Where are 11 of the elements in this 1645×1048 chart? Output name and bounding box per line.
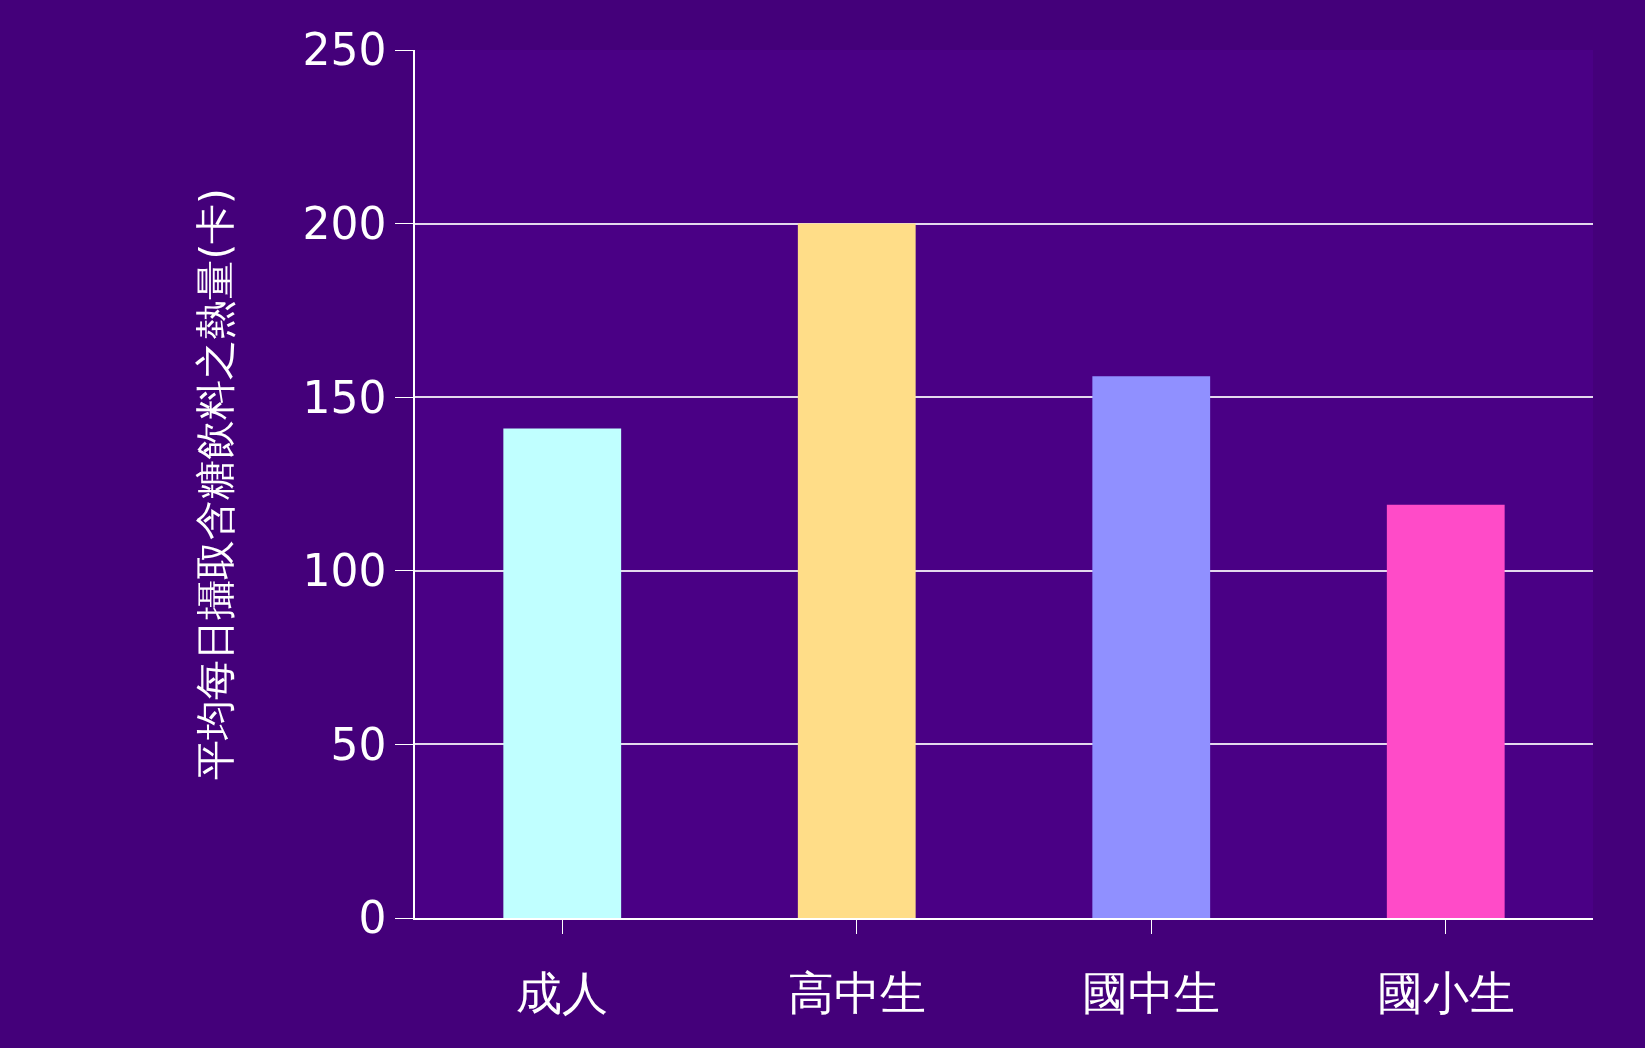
y-tick-label: 0 <box>358 892 387 944</box>
x-tick-label: 國中生 <box>1082 965 1221 1020</box>
x-tick-label: 成人 <box>516 965 609 1020</box>
y-tick-label: 150 <box>302 371 387 423</box>
y-axis-title: 平均每日攝取含糖飲料之熱量(卡) <box>192 188 239 780</box>
x-tick-label: 國小生 <box>1376 965 1515 1020</box>
x-tick-label: 高中生 <box>787 965 926 1020</box>
y-tick-label: 100 <box>302 545 387 597</box>
y-tick-label: 250 <box>302 24 387 76</box>
y-tick-label: 200 <box>302 198 387 249</box>
y-tick-label: 50 <box>330 718 387 770</box>
